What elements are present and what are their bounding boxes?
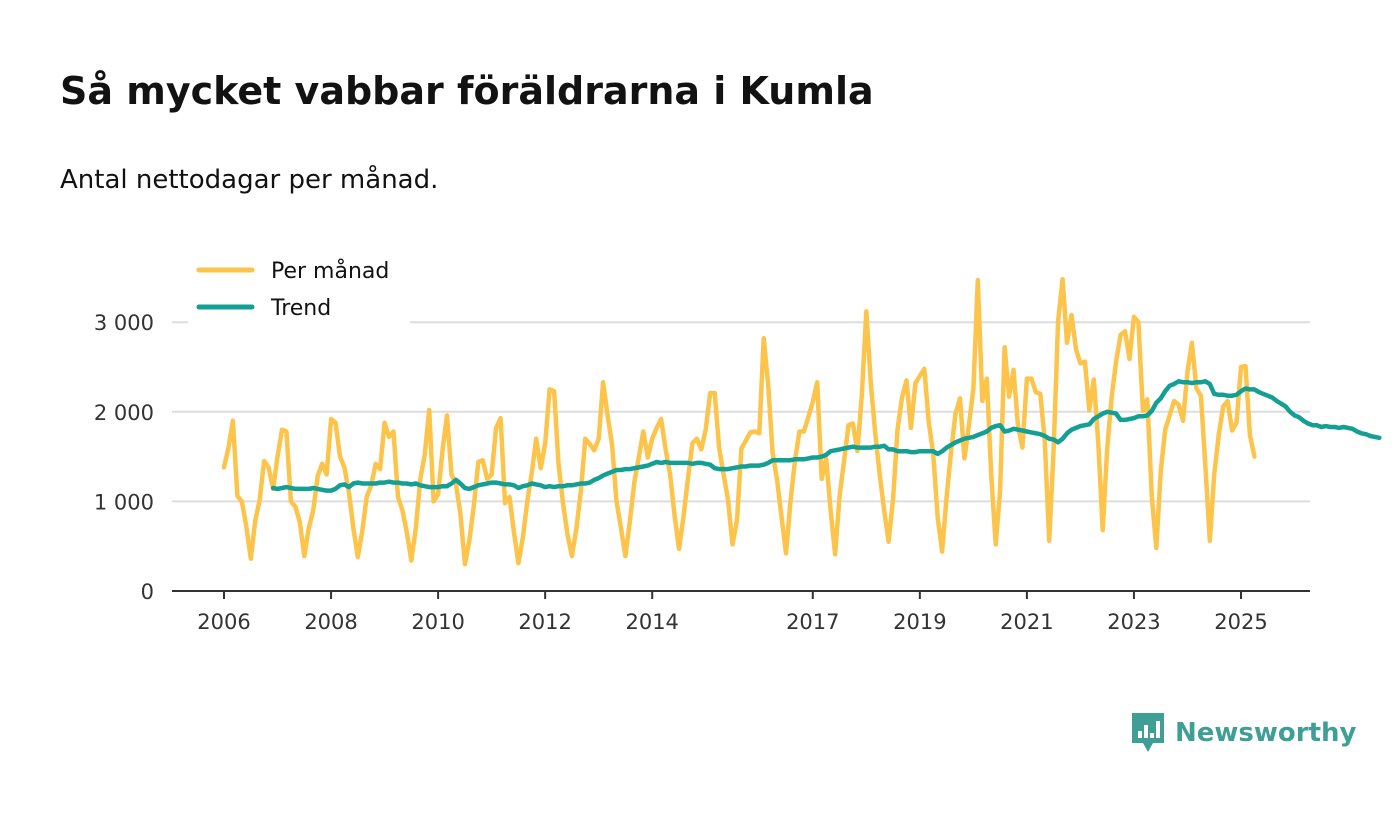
x-tick-label: 2021 [1000,610,1053,634]
series-layer [221,276,1382,567]
legend: Per månad Trend [188,247,410,325]
x-tick-label: 2012 [518,610,571,634]
legend-label-per-manad: Per månad [271,258,389,284]
x-tick-label: 2008 [304,610,357,634]
x-tick-label: 2025 [1214,610,1267,634]
x-axis-ticks: 2006 2008 2010 2012 2014 2017 2019 2021 2023 2025 [197,591,1268,634]
x-tick-label: 2019 [893,610,946,634]
y-tick-label: 3 000 [94,311,154,335]
newsworthy-brand: Newsworthy [1130,708,1356,758]
x-tick-label: 2023 [1107,610,1160,634]
newsworthy-logo-icon [1132,713,1164,752]
y-tick-label: 1 000 [94,490,154,514]
y-tick-label: 0 [141,580,154,604]
chart-title: Så mycket vabbar föräldrarna i Kumla [60,69,874,113]
brand-name: Newsworthy [1175,718,1357,748]
x-tick-label: 2017 [786,610,839,634]
line-chart: 0 1 000 2 000 3 000 2006 2008 2010 2012 2014 201… [93,247,1382,634]
x-tick-label: 2006 [197,610,250,634]
series-line-per-manad [221,276,1257,567]
y-tick-label: 2 000 [94,401,154,425]
legend-label-trend: Trend [270,296,331,321]
legend-background [188,247,410,325]
chart-subtitle: Antal nettodagar per månad. [60,165,439,195]
x-tick-label: 2010 [411,610,464,634]
series-line-trend [270,379,1382,493]
y-axis-tick-labels: 0 1 000 2 000 3 000 [94,311,154,604]
x-tick-label: 2014 [625,610,678,634]
